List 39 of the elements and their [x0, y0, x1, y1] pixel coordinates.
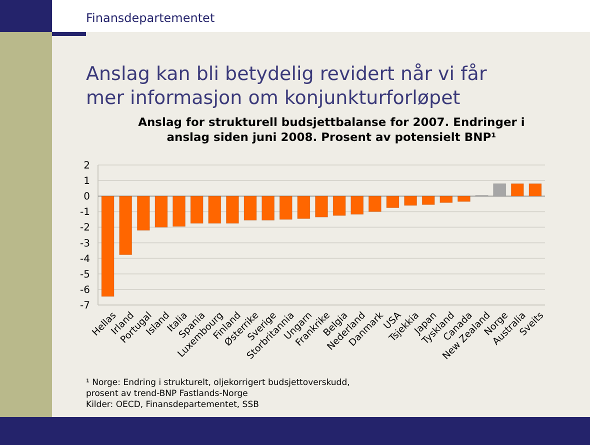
y-tick-label: 0 [84, 192, 90, 203]
text: Kilder: OECD, Finansdepartementet, SSB [86, 400, 260, 410]
bar [440, 196, 453, 203]
bar [404, 196, 418, 206]
bar [422, 196, 435, 205]
bar [208, 196, 222, 224]
bar [244, 196, 257, 220]
y-tick-label: -6 [80, 284, 90, 296]
text: ¹ Norge: Endring i strukturelt, oljekorrigert budsjettoverskudd, prosent av trend-BNP Fastlands-Norge [86, 378, 350, 399]
bar [190, 196, 204, 224]
bar [528, 183, 542, 196]
y-tick-label: 2 [84, 160, 90, 172]
y-tick-label: -7 [80, 300, 90, 312]
y-tick-label: -5 [80, 269, 90, 280]
bar [154, 196, 168, 228]
y-tick-label: 1 [84, 176, 90, 188]
bar [386, 196, 400, 208]
bar [315, 196, 328, 218]
bar [297, 196, 310, 219]
y-tick-label: -4 [80, 254, 90, 265]
bar [262, 196, 275, 220]
y-tick-label: -1 [80, 207, 90, 218]
bar [368, 196, 382, 212]
bar [172, 196, 186, 227]
bar [101, 196, 114, 297]
y-tick-label: -3 [80, 238, 90, 250]
bar [350, 196, 364, 215]
bar [119, 196, 132, 256]
bar [457, 196, 470, 202]
chart-subtitle: Anslag for strukturell budsjettbalanse for 2007. Endringer i anslag siden juni 2008. Prosent av potensielt BNP¹ [138, 115, 525, 144]
bar [226, 196, 239, 224]
bar [279, 196, 292, 220]
bar [332, 196, 346, 216]
chart-title: Anslag kan bli betydelig revidert når vi får mer informasjon om konjunkturforløpet [86, 63, 487, 109]
bar [136, 196, 150, 231]
bar [493, 183, 506, 196]
text: Finansdepartementet [86, 11, 215, 25]
y-tick-label: -2 [80, 222, 90, 234]
bar [510, 183, 524, 196]
